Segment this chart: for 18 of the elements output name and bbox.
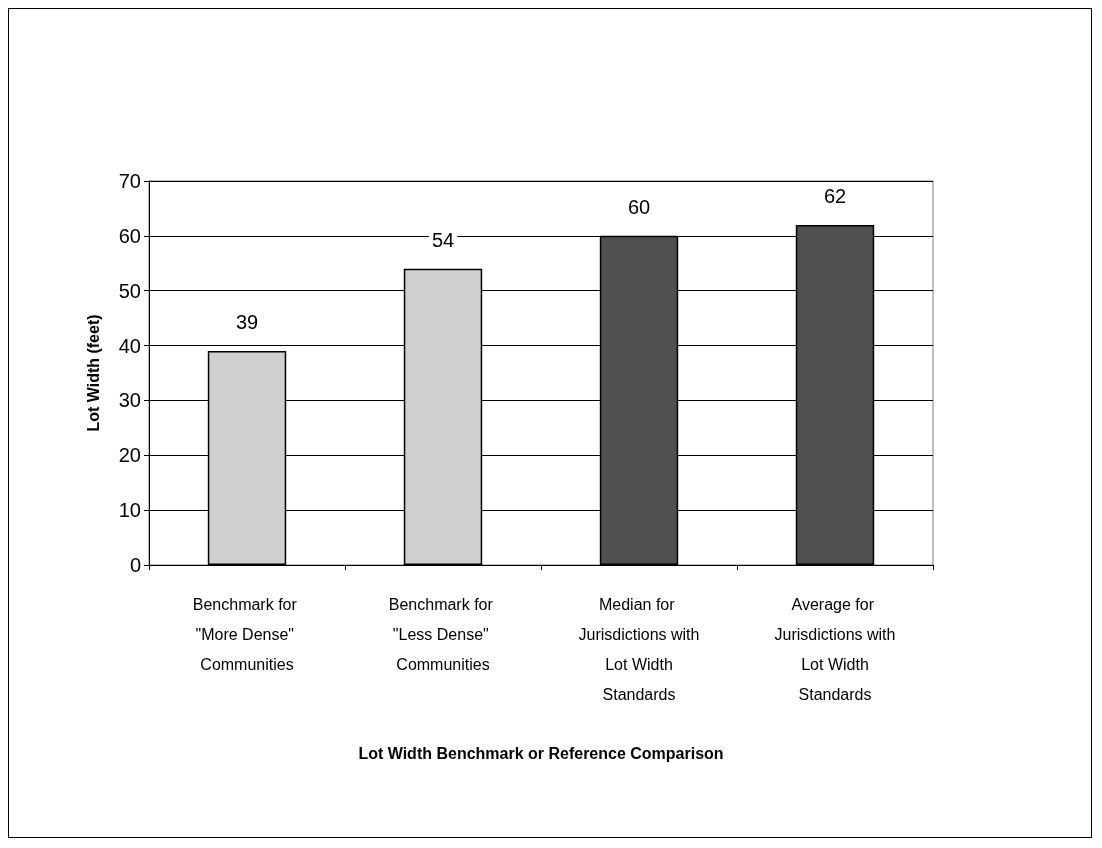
x-tick-label: Median for Jurisdictions with Lot Width Standards bbox=[578, 595, 700, 703]
y-tick-label: 30 bbox=[118, 389, 141, 412]
data-label: 60 bbox=[627, 195, 651, 218]
y-tick-label: 0 bbox=[129, 554, 141, 576]
x-axis-title: Lot Width Benchmark or Reference Comparison bbox=[358, 744, 724, 762]
y-tick-label: 10 bbox=[118, 499, 141, 522]
data-label: 62 bbox=[823, 184, 847, 207]
data-label: 39 bbox=[235, 311, 259, 334]
y-tick-label: 70 bbox=[118, 170, 141, 192]
y-tick-label: 50 bbox=[118, 279, 141, 302]
data-label: 54 bbox=[431, 228, 455, 251]
x-tick-label: Benchmark for "More Dense" Communities bbox=[192, 595, 302, 673]
x-tick-label: Average for Jurisdictions with Lot Width Standards bbox=[774, 595, 896, 703]
y-tick-label: 60 bbox=[118, 224, 141, 247]
y-tick-label: 40 bbox=[118, 334, 141, 357]
y-axis-title: Lot Width (feet) bbox=[84, 314, 102, 432]
x-tick-label: Benchmark for "Less Dense" Communities bbox=[388, 595, 498, 673]
y-tick-label: 20 bbox=[118, 444, 141, 467]
